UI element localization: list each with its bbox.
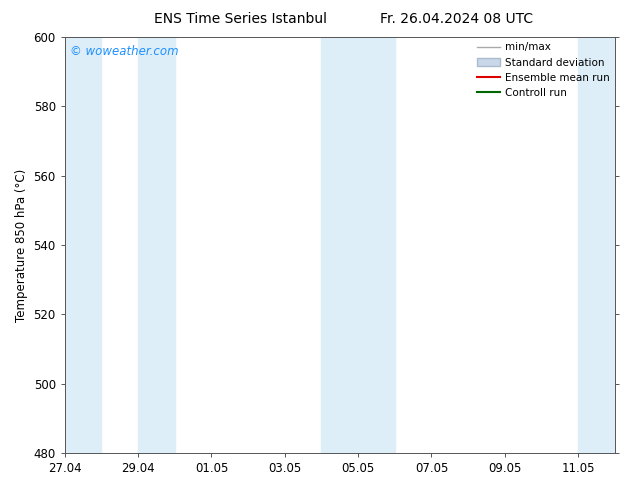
Y-axis label: Temperature 850 hPa (°C): Temperature 850 hPa (°C) xyxy=(15,169,28,322)
Legend: min/max, Standard deviation, Ensemble mean run, Controll run: min/max, Standard deviation, Ensemble me… xyxy=(474,39,612,101)
Text: ENS Time Series Istanbul: ENS Time Series Istanbul xyxy=(155,12,327,26)
Bar xyxy=(65,37,101,453)
Bar xyxy=(578,37,615,453)
Bar xyxy=(321,37,395,453)
Text: © woweather.com: © woweather.com xyxy=(70,46,179,58)
Text: Fr. 26.04.2024 08 UTC: Fr. 26.04.2024 08 UTC xyxy=(380,12,533,26)
Bar xyxy=(138,37,175,453)
